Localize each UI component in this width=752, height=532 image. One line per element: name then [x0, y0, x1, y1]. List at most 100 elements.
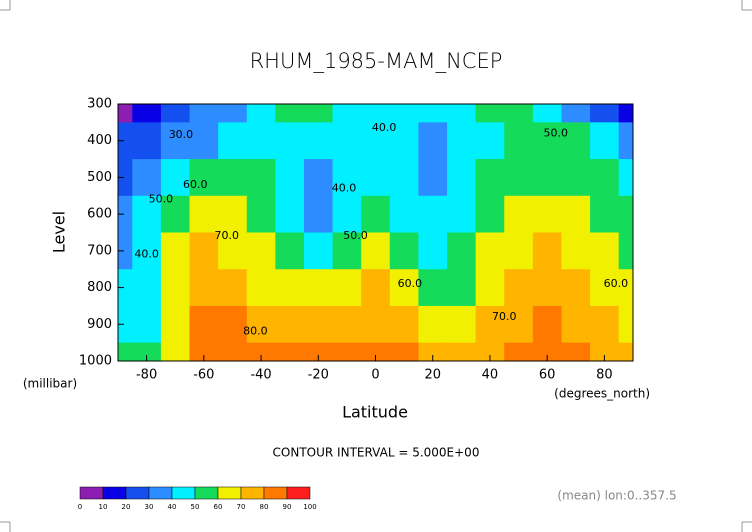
contour-cell: [389, 269, 419, 307]
contour-cell: [246, 195, 276, 233]
contour-label: 60.0: [398, 277, 423, 290]
x-axis-label: Latitude: [342, 403, 408, 422]
contour-cell: [275, 269, 305, 307]
colorbar-label: 20: [122, 503, 131, 511]
contour-cell: [532, 269, 562, 307]
y-tick-label: 700: [87, 243, 112, 258]
contour-cell: [447, 195, 477, 233]
contour-cell: [275, 104, 305, 123]
y-tick-label: 900: [87, 317, 112, 332]
contour-cell: [361, 104, 391, 123]
colorbar-swatch: [263, 486, 288, 500]
contour-cell: [618, 232, 634, 270]
contour-cell: [275, 232, 305, 270]
contour-cell: [218, 122, 248, 160]
contour-cell: [246, 342, 276, 362]
contour-cell: [160, 305, 191, 344]
contour-cell: [389, 195, 419, 233]
colorbar-swatch: [194, 486, 219, 500]
contour-cell: [189, 269, 219, 307]
contour-cell: [475, 342, 505, 362]
colorbar: 0 10 20 30 40 50 60 70 80 90 100: [78, 486, 317, 511]
contour-cell: [447, 342, 477, 362]
contour-cell: [590, 195, 620, 233]
colorbar-label: 40: [168, 503, 177, 511]
contour-cell: [218, 342, 248, 362]
x-tick-label: 80: [596, 368, 613, 383]
contour-cell: [132, 195, 162, 233]
colorbar-swatch: [148, 486, 173, 500]
colorbar-label: 30: [145, 503, 154, 511]
contour-cell: [475, 305, 505, 344]
contour-cell: [475, 159, 505, 197]
contour-cell: [504, 159, 534, 197]
contour-cell: [389, 159, 419, 197]
contour-cell: [418, 122, 448, 160]
contour-cell: [532, 232, 562, 270]
contour-cell: [504, 195, 534, 233]
contour-cell: [447, 305, 477, 344]
contour-cell: [447, 269, 477, 307]
contour-interval: CONTOUR INTERVAL = 5.000E+00: [273, 446, 480, 460]
contour-cell: [361, 232, 391, 270]
y-tick-label: 400: [87, 133, 112, 148]
contour-cell: [332, 104, 362, 123]
contour-cell: [418, 159, 448, 197]
colorbar-swatch: [102, 486, 127, 500]
contour-cell: [618, 122, 634, 160]
contour-cell: [561, 195, 591, 233]
contour-cell: [118, 269, 133, 307]
contour-cell: [618, 104, 634, 123]
contour-cell: [118, 342, 133, 362]
contour-cell: [618, 342, 634, 362]
contour-cell: [332, 232, 362, 270]
contour-cell: [590, 232, 620, 270]
contour-cell: [532, 305, 562, 344]
contour-cell: [189, 122, 219, 160]
colorbar-label: 80: [260, 503, 269, 511]
contour-cell: [160, 342, 191, 362]
colorbar-label: 100: [303, 503, 316, 511]
contour-cell: [303, 342, 334, 362]
contour-cell: [532, 104, 562, 123]
contour-cell: [447, 122, 477, 160]
contour-cell: [504, 305, 534, 344]
contour-cell: [218, 104, 248, 123]
contour-cell: [618, 159, 634, 197]
contour-cell: [532, 159, 562, 197]
contour-cell: [389, 122, 419, 160]
colorbar-swatch: [171, 486, 196, 500]
contour-cell: [332, 305, 362, 344]
colorbar-label: 0: [78, 503, 82, 511]
contour-cell: [118, 232, 133, 270]
contour-cell: [504, 342, 534, 362]
contour-label: 30.0: [169, 128, 194, 141]
contour-cell: [475, 232, 505, 270]
contour-cell: [189, 232, 219, 270]
contour-cell: [389, 232, 419, 270]
chart-title: RHUM_1985-MAM_NCEP: [250, 49, 503, 73]
contour-cell: [561, 104, 591, 123]
y-axis-label: Level: [50, 211, 69, 253]
contour-cell: [418, 305, 448, 344]
contour-cell: [303, 159, 334, 197]
contour-cell: [361, 159, 391, 197]
contour-cell: [361, 305, 391, 344]
y-tick-label: 600: [87, 207, 112, 222]
contour-cell: [561, 269, 591, 307]
contour-cell: [504, 122, 534, 160]
contour-cell: [389, 305, 419, 344]
contour-label: 70.0: [492, 310, 517, 323]
contour-cell: [118, 305, 133, 344]
contour-cell: [361, 195, 391, 233]
contour-cell: [132, 104, 162, 123]
contour-cell: [303, 269, 334, 307]
contour-cell: [389, 104, 419, 123]
contour-cell: [218, 159, 248, 197]
colorbar-swatch: [217, 486, 242, 500]
colorbar-swatch: [240, 486, 265, 500]
contour-cell: [303, 305, 334, 344]
contour-cell: [475, 269, 505, 307]
contour-cell: [189, 342, 219, 362]
